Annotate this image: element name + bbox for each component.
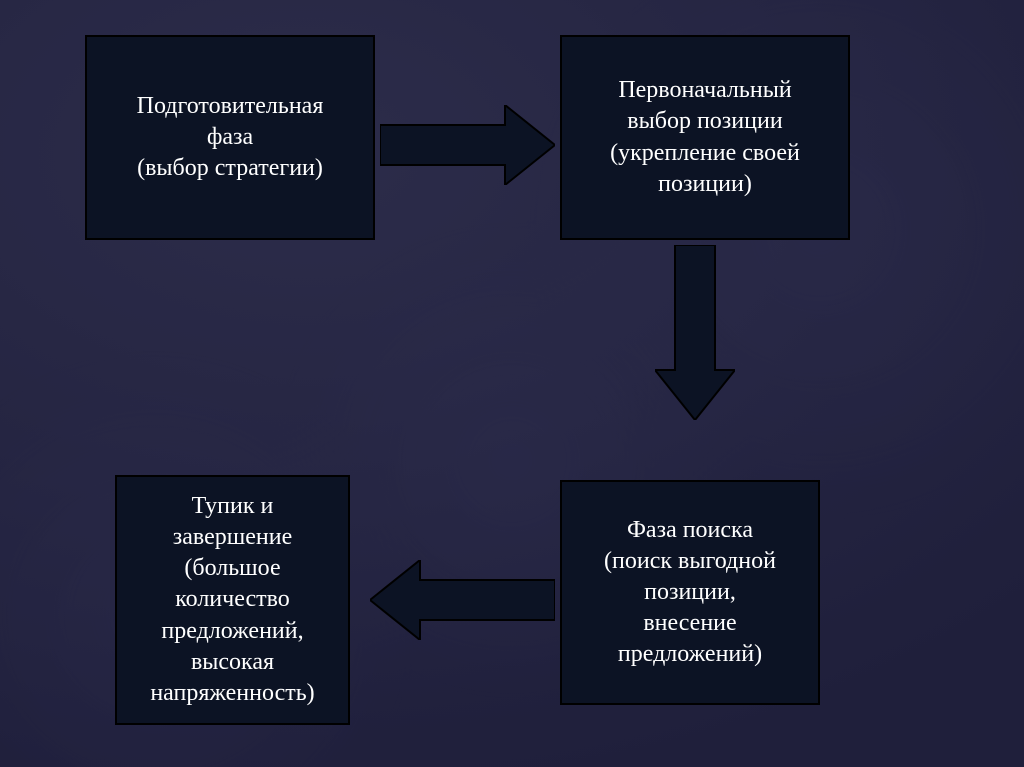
flow-node-n1: Подготовительная фаза (выбор стратегии) <box>85 35 375 240</box>
flow-node-n3: Фаза поиска (поиск выгодной позиции, вне… <box>560 480 820 705</box>
flow-arrow-e1 <box>380 105 555 185</box>
flowchart-canvas: Подготовительная фаза (выбор стратегии) П… <box>0 0 1024 767</box>
flow-node-n2: Первоначальный выбор позиции (укрепление… <box>560 35 850 240</box>
flow-arrow-e3 <box>370 560 555 640</box>
flow-arrow-e2 <box>655 245 735 420</box>
flow-node-n4: Тупик и завершение (большое количество п… <box>115 475 350 725</box>
